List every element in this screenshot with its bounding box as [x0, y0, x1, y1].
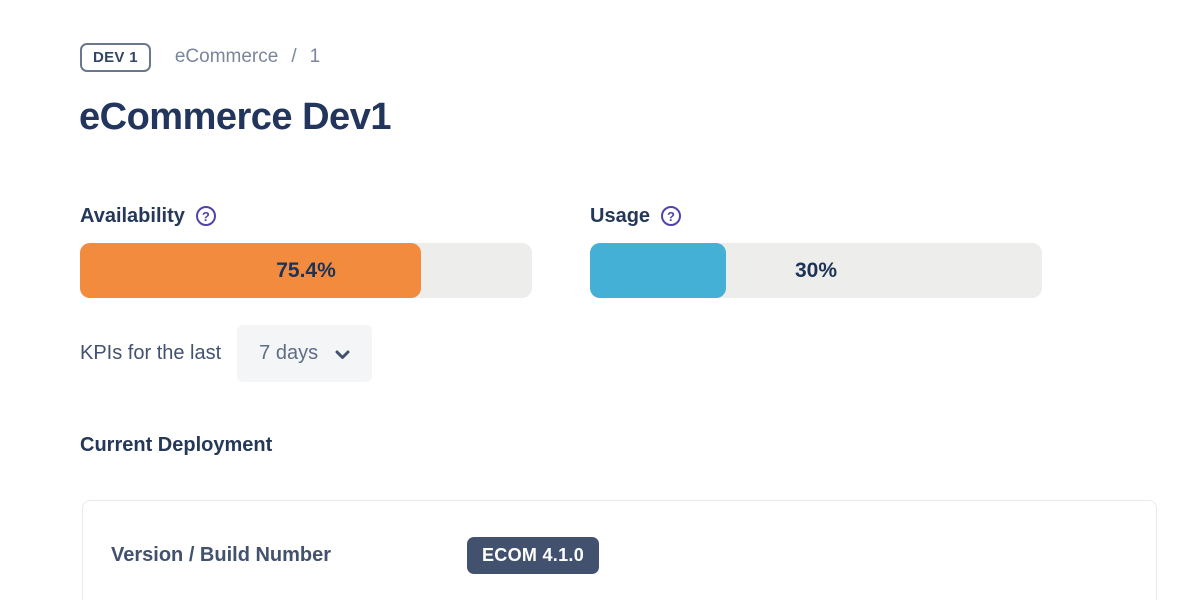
deployment-field-row: Version / Build Number ECOM 4.1.0	[111, 537, 600, 574]
section-title-current-deployment: Current Deployment	[80, 434, 273, 456]
version-build-label: Version / Build Number	[111, 544, 332, 566]
environment-badge: DEV 1	[80, 42, 151, 72]
availability-progress-fill	[80, 243, 421, 298]
help-icon[interactable]: ?	[661, 206, 682, 226]
availability-label-row: Availability ?	[80, 202, 532, 230]
kpi-row: Availability ? 75.4% Usage ? 30%	[80, 202, 1042, 298]
header-topline: DEV 1 eCommerce / 1	[80, 42, 320, 72]
usage-progress-fill	[590, 243, 726, 298]
usage-value: 30%	[794, 258, 838, 282]
usage-kpi: Usage ? 30%	[590, 202, 1042, 298]
help-icon[interactable]: ?	[195, 206, 216, 226]
usage-label: Usage	[590, 204, 651, 227]
breadcrumb: eCommerce / 1	[175, 46, 320, 68]
kpi-period-selected-value: 7 days	[259, 342, 319, 364]
current-deployment-card: Version / Build Number ECOM 4.1.0	[82, 500, 1157, 600]
kpi-period-label: KPIs for the last	[80, 342, 222, 364]
availability-label: Availability	[80, 204, 185, 227]
kpi-period-dropdown[interactable]: 7 days	[237, 325, 373, 382]
page-title: eCommerce Dev1	[79, 96, 391, 138]
kpi-period-row: KPIs for the last 7 days	[80, 325, 373, 382]
breadcrumb-env-link[interactable]: 1	[309, 46, 321, 67]
breadcrumb-app-link[interactable]: eCommerce	[174, 46, 279, 67]
usage-progress-bar: 30%	[590, 243, 1042, 298]
chevron-down-icon	[335, 350, 350, 360]
usage-label-row: Usage ?	[590, 202, 1042, 230]
breadcrumb-separator: /	[291, 46, 297, 67]
version-badge: ECOM 4.1.0	[467, 537, 600, 574]
availability-value: 75.4%	[276, 258, 336, 282]
availability-progress-bar: 75.4%	[80, 243, 532, 298]
availability-kpi: Availability ? 75.4%	[80, 202, 532, 298]
